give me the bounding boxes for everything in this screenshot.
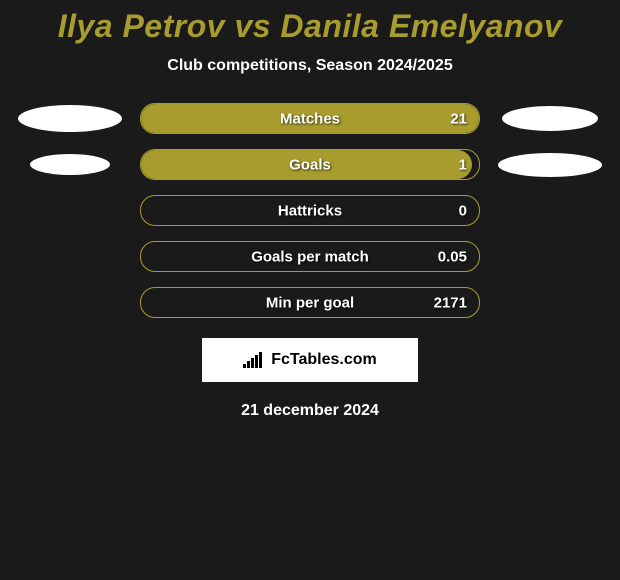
stat-bar: Min per goal2171	[140, 287, 480, 318]
chart-icon	[243, 352, 265, 368]
attribution-text: FcTables.com	[271, 351, 377, 369]
comparison-card: Ilya Petrov vs Danila Emelyanov Club com…	[0, 0, 620, 420]
stat-bar: Matches21	[140, 103, 480, 134]
left-oval-slot	[18, 154, 140, 175]
stat-label: Min per goal	[141, 294, 479, 311]
left-oval-slot	[18, 105, 140, 132]
stat-label: Goals per match	[141, 248, 479, 265]
date-line: 21 december 2024	[0, 402, 620, 420]
stat-row: Goals1	[0, 149, 620, 180]
right-oval-slot	[480, 153, 602, 177]
stat-bar-fill	[141, 104, 479, 133]
stat-row: Goals per match0.05	[0, 241, 620, 272]
player-left-oval	[18, 105, 122, 132]
stat-bar: Hattricks0	[140, 195, 480, 226]
stat-value: 2171	[434, 294, 467, 311]
stat-bar: Goals per match0.05	[140, 241, 480, 272]
stat-row: Hattricks0	[0, 195, 620, 226]
stat-rows: Matches21 Goals1 Hattricks0 Goals per match…	[0, 103, 620, 318]
subtitle: Club competitions, Season 2024/2025	[0, 57, 620, 75]
player-left-oval	[30, 154, 110, 175]
stat-bar: Goals1	[140, 149, 480, 180]
stat-bar-fill	[141, 150, 472, 179]
stat-value: 0	[459, 202, 467, 219]
player-right-oval	[502, 106, 598, 131]
page-title: Ilya Petrov vs Danila Emelyanov	[0, 8, 620, 45]
stat-label: Hattricks	[141, 202, 479, 219]
right-oval-slot	[480, 106, 602, 131]
stat-row: Matches21	[0, 103, 620, 134]
stat-value: 0.05	[438, 248, 467, 265]
stat-row: Min per goal2171	[0, 287, 620, 318]
player-right-oval	[498, 153, 602, 177]
attribution-badge: FcTables.com	[202, 338, 418, 382]
